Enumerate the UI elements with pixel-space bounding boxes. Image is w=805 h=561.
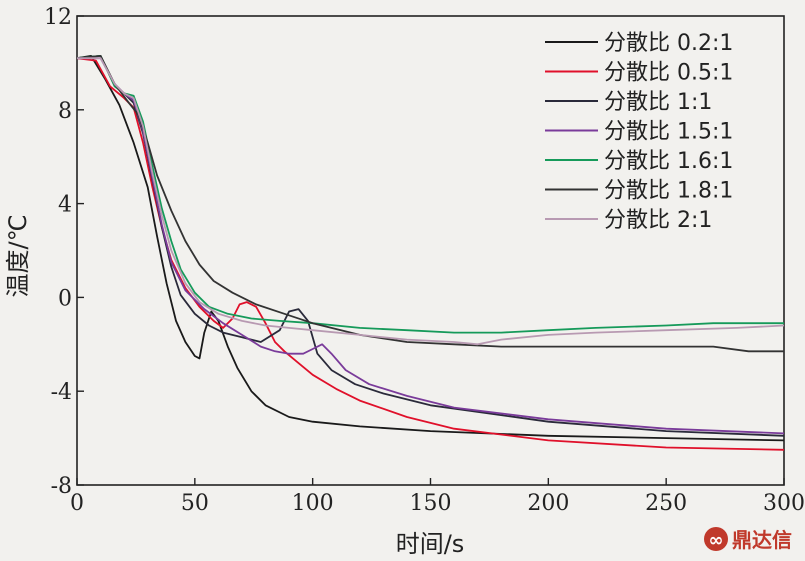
tick-group: 0 50 100 150 200 250 300 -8 -4 0 4 8 12	[44, 5, 805, 516]
x-tick-label: 0	[70, 491, 84, 516]
series-group	[76, 55, 785, 451]
x-tick-label: 150	[410, 491, 452, 516]
series-line-7	[77, 57, 785, 346]
y-tick-label: 12	[44, 5, 72, 30]
series-line-1	[76, 55, 785, 442]
legend-label-1: 分散比 0.2:1	[604, 31, 733, 56]
y-tick-label: 0	[58, 286, 72, 311]
y-tick-label: 8	[58, 99, 72, 124]
watermark-symbol: ∞	[709, 530, 724, 551]
x-tick-label: 250	[645, 491, 687, 516]
y-tick-label: -4	[51, 380, 72, 405]
legend-label-6: 分散比 1.8:1	[604, 179, 733, 204]
series-line-5	[76, 55, 784, 334]
series-line-2	[76, 57, 785, 451]
y-axis-title: 温度/℃	[4, 214, 32, 297]
x-tick-label: 300	[763, 491, 805, 516]
watermark-badge	[704, 527, 728, 551]
legend-label-5: 分散比 1.6:1	[604, 149, 733, 174]
series-line-4	[77, 57, 785, 435]
watermark: ∞ 鼎达信	[704, 527, 792, 552]
watermark-text: 鼎达信	[732, 528, 792, 552]
y-tick-label: 4	[58, 193, 72, 218]
plot-frame	[76, 15, 785, 486]
x-tick-label: 100	[292, 491, 334, 516]
legend-label-2: 分散比 0.5:1	[604, 61, 733, 86]
legend-label-3: 分散比 1:1	[604, 90, 712, 115]
x-axis-title: 时间/s	[396, 530, 465, 558]
x-tick-label: 200	[527, 491, 569, 516]
legend: 分散比 0.2:1 分散比 0.5:1 分散比 1:1 分散比 1.5:1 分散比 1.…	[545, 31, 733, 233]
x-tick-label: 50	[181, 491, 209, 516]
legend-label-7: 分散比 2:1	[604, 208, 712, 233]
y-tick-label: -8	[51, 474, 72, 499]
legend-label-4: 分散比 1.5:1	[604, 120, 733, 145]
